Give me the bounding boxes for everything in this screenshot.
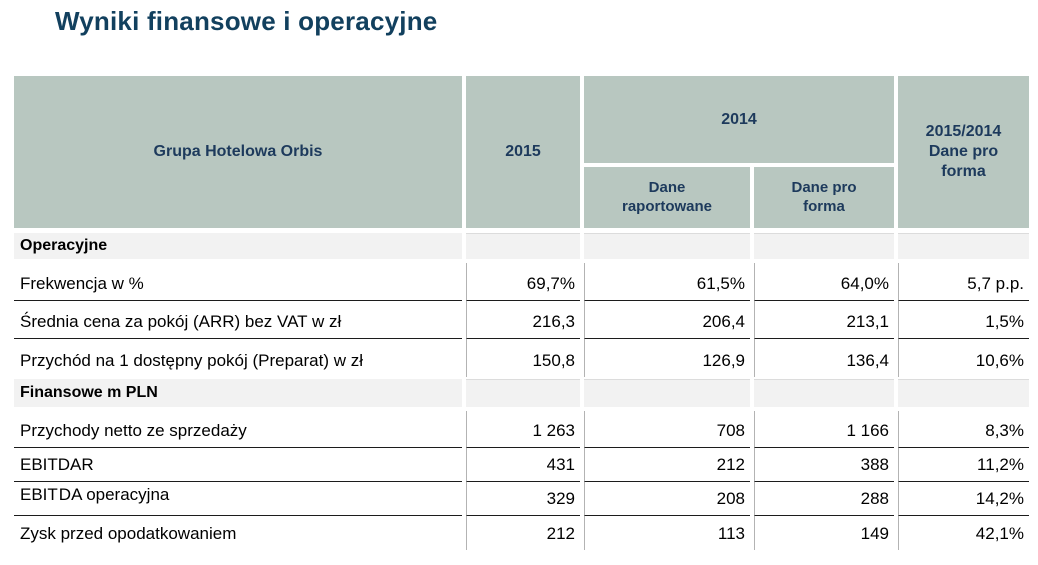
cell-2014-reported[interactable]: 113 xyxy=(584,516,750,550)
cell-2014-proforma[interactable]: 64,0% xyxy=(754,263,894,301)
header-col-2014-reported[interactable]: Dane raportowane xyxy=(584,167,750,228)
section-empty-cell[interactable] xyxy=(754,233,894,259)
section-row-operacyjne: Operacyjne xyxy=(14,233,1029,259)
section-empty-cell[interactable] xyxy=(466,233,580,259)
cell-2014-reported[interactable]: 61,5% xyxy=(584,263,750,301)
cell-ratio[interactable]: 14,2% xyxy=(898,482,1029,516)
row-label[interactable]: Przychód na 1 dostępny pokój (Preparat) … xyxy=(20,351,364,370)
section-empty-cell[interactable] xyxy=(898,233,1029,259)
section-empty-cell[interactable] xyxy=(466,379,580,407)
row-label[interactable]: Frekwencja w % xyxy=(14,263,462,301)
cell-2014-proforma[interactable]: 136,4 xyxy=(754,339,894,377)
section-empty-cell[interactable] xyxy=(584,379,750,407)
cell-2014-reported[interactable]: 212 xyxy=(584,448,750,482)
cell-2014-proforma[interactable]: 213,1 xyxy=(754,301,894,339)
table-row: Przychód na 1 dostępny pokój (Preparat) … xyxy=(14,339,1029,377)
cell-2014-reported[interactable]: 208 xyxy=(584,482,750,516)
cell-2014-proforma[interactable]: 388 xyxy=(754,448,894,482)
cell-2015[interactable]: 1 263 xyxy=(466,411,580,448)
cell-2015[interactable]: 216,3 xyxy=(466,301,580,339)
header-col-2014[interactable]: 2014 xyxy=(584,76,894,163)
cell-2015[interactable]: 212 xyxy=(466,516,580,550)
row-label[interactable]: Przychody netto ze sprzedaży xyxy=(14,411,462,448)
section-empty-cell[interactable] xyxy=(898,379,1029,407)
table-row: EBITDA operacyjna 329 208 288 14,2% xyxy=(14,482,1029,516)
cell-ratio[interactable]: 5,7 p.p. xyxy=(898,263,1029,301)
cell-2014-reported[interactable]: 708 xyxy=(584,411,750,448)
cell-ratio[interactable]: 1,5% xyxy=(898,301,1029,339)
cell-2014-proforma[interactable]: 288 xyxy=(754,482,894,516)
row-label-editing[interactable]: EBITDA operacyjna xyxy=(14,482,462,516)
cell-ratio[interactable]: 8,3% xyxy=(898,411,1029,448)
row-label[interactable]: EBITDAR xyxy=(14,448,462,482)
cell-2014-reported[interactable]: 126,9 xyxy=(584,339,750,377)
cell-2015[interactable]: 150,8 xyxy=(466,339,580,377)
section-label[interactable]: Operacyjne xyxy=(14,233,462,259)
cell-2014-proforma[interactable]: 149 xyxy=(754,516,894,550)
header-col-2015-2014-proforma[interactable]: 2015/2014 Dane pro forma xyxy=(898,76,1029,228)
section-empty-cell[interactable] xyxy=(754,379,894,407)
cell-2015[interactable]: 69,7% xyxy=(466,263,580,301)
section-label[interactable]: Finansowe m PLN xyxy=(14,379,462,407)
cell-ratio[interactable]: 10,6% xyxy=(898,339,1029,377)
cell-ratio[interactable]: 11,2% xyxy=(898,448,1029,482)
cell-2014-reported[interactable]: 206,4 xyxy=(584,301,750,339)
financial-results-table: Grupa Hotelowa Orbis 2015 2014 2015/2014… xyxy=(14,76,1029,550)
cell-2015[interactable]: 431 xyxy=(466,448,580,482)
page-title[interactable]: Wyniki finansowe i operacyjne xyxy=(55,6,438,36)
cell-2015[interactable]: 329 xyxy=(466,482,580,516)
section-row-finansowe: Finansowe m PLN xyxy=(14,379,1029,407)
table-row: EBITDAR 431 212 388 11,2% xyxy=(14,448,1029,482)
cell-ratio[interactable]: 42,1% xyxy=(898,516,1029,550)
section-empty-cell[interactable] xyxy=(584,233,750,259)
label-text-before-cursor: EBIT xyxy=(20,485,58,504)
cell-2014-proforma[interactable]: 1 166 xyxy=(754,411,894,448)
header-group-name[interactable]: Grupa Hotelowa Orbis xyxy=(14,76,462,228)
table-row: Frekwencja w % 69,7% 61,5% 64,0% 5,7 p.p… xyxy=(14,263,1029,301)
header-col-2014-proforma[interactable]: Dane pro forma xyxy=(754,167,894,228)
table-row: Średnia cena za pokój (ARR) bez VAT w zł… xyxy=(14,301,1029,339)
row-label[interactable]: Zysk przed opodatkowaniem xyxy=(20,524,237,543)
table-row: Przychody netto ze sprzedaży 1 263 708 1… xyxy=(14,411,1029,448)
table-header: Grupa Hotelowa Orbis 2015 2014 2015/2014… xyxy=(14,76,1029,228)
row-label[interactable]: Średnia cena za pokój (ARR) bez VAT w zł xyxy=(14,301,462,339)
header-col-2015[interactable]: 2015 xyxy=(466,76,580,228)
label-text-after-cursor: DA operacyjna xyxy=(58,485,170,504)
table-row: Zysk przed opodatkowaniem 212 113 149 42… xyxy=(14,516,1029,550)
